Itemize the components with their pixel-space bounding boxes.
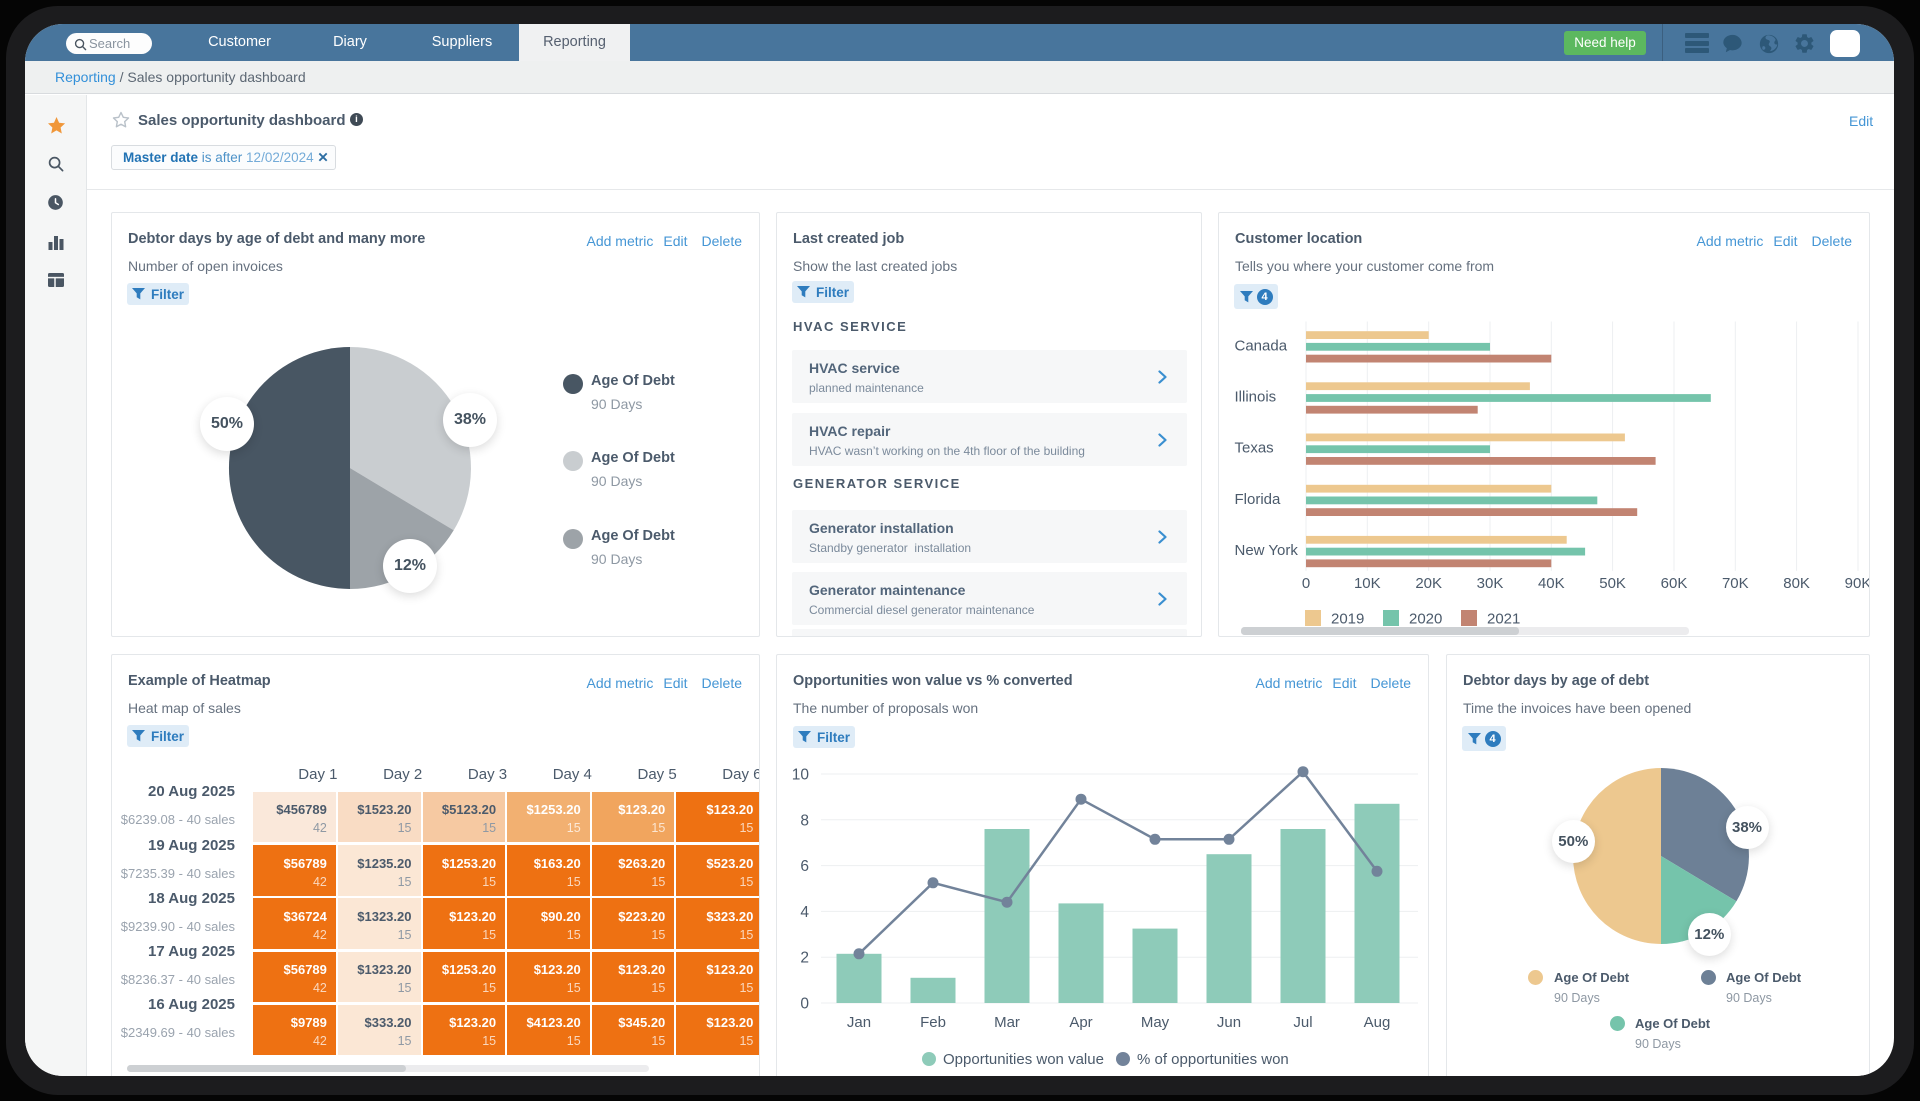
svg-text:2021: 2021	[1487, 611, 1520, 628]
svg-text:4: 4	[800, 904, 809, 921]
svg-text:10K: 10K	[1354, 575, 1381, 592]
svg-text:6: 6	[800, 858, 809, 875]
svg-text:70K: 70K	[1722, 575, 1749, 592]
svg-text:80K: 80K	[1783, 575, 1810, 592]
svg-text:Texas: Texas	[1235, 440, 1274, 457]
svg-text:Feb: Feb	[920, 1014, 946, 1031]
svg-text:0: 0	[1302, 575, 1310, 592]
svg-text:60K: 60K	[1661, 575, 1688, 592]
svg-text:Apr: Apr	[1069, 1014, 1092, 1031]
svg-text:Opportunities won value: Opportunities won value	[943, 1051, 1104, 1068]
svg-text:10: 10	[792, 767, 810, 784]
svg-text:90K: 90K	[1845, 575, 1870, 592]
svg-text:2020: 2020	[1409, 611, 1442, 628]
svg-text:20K: 20K	[1415, 575, 1442, 592]
svg-text:May: May	[1141, 1014, 1170, 1031]
svg-text:Aug: Aug	[1364, 1014, 1391, 1031]
svg-text:30K: 30K	[1477, 575, 1504, 592]
svg-text:New York: New York	[1235, 542, 1299, 559]
svg-text:2019: 2019	[1331, 611, 1364, 628]
svg-text:Florida: Florida	[1235, 491, 1282, 508]
svg-text:Jan: Jan	[847, 1014, 871, 1031]
svg-text:Jun: Jun	[1217, 1014, 1241, 1031]
svg-text:Canada: Canada	[1235, 337, 1288, 354]
svg-text:% of opportunities won: % of opportunities won	[1137, 1051, 1289, 1068]
svg-text:Jul: Jul	[1293, 1014, 1312, 1031]
svg-text:0: 0	[800, 996, 809, 1013]
svg-text:Mar: Mar	[994, 1014, 1020, 1031]
svg-text:8: 8	[800, 812, 809, 829]
svg-text:2: 2	[800, 950, 809, 967]
svg-text:Illinois: Illinois	[1235, 389, 1277, 406]
svg-text:40K: 40K	[1538, 575, 1565, 592]
svg-text:50K: 50K	[1599, 575, 1626, 592]
